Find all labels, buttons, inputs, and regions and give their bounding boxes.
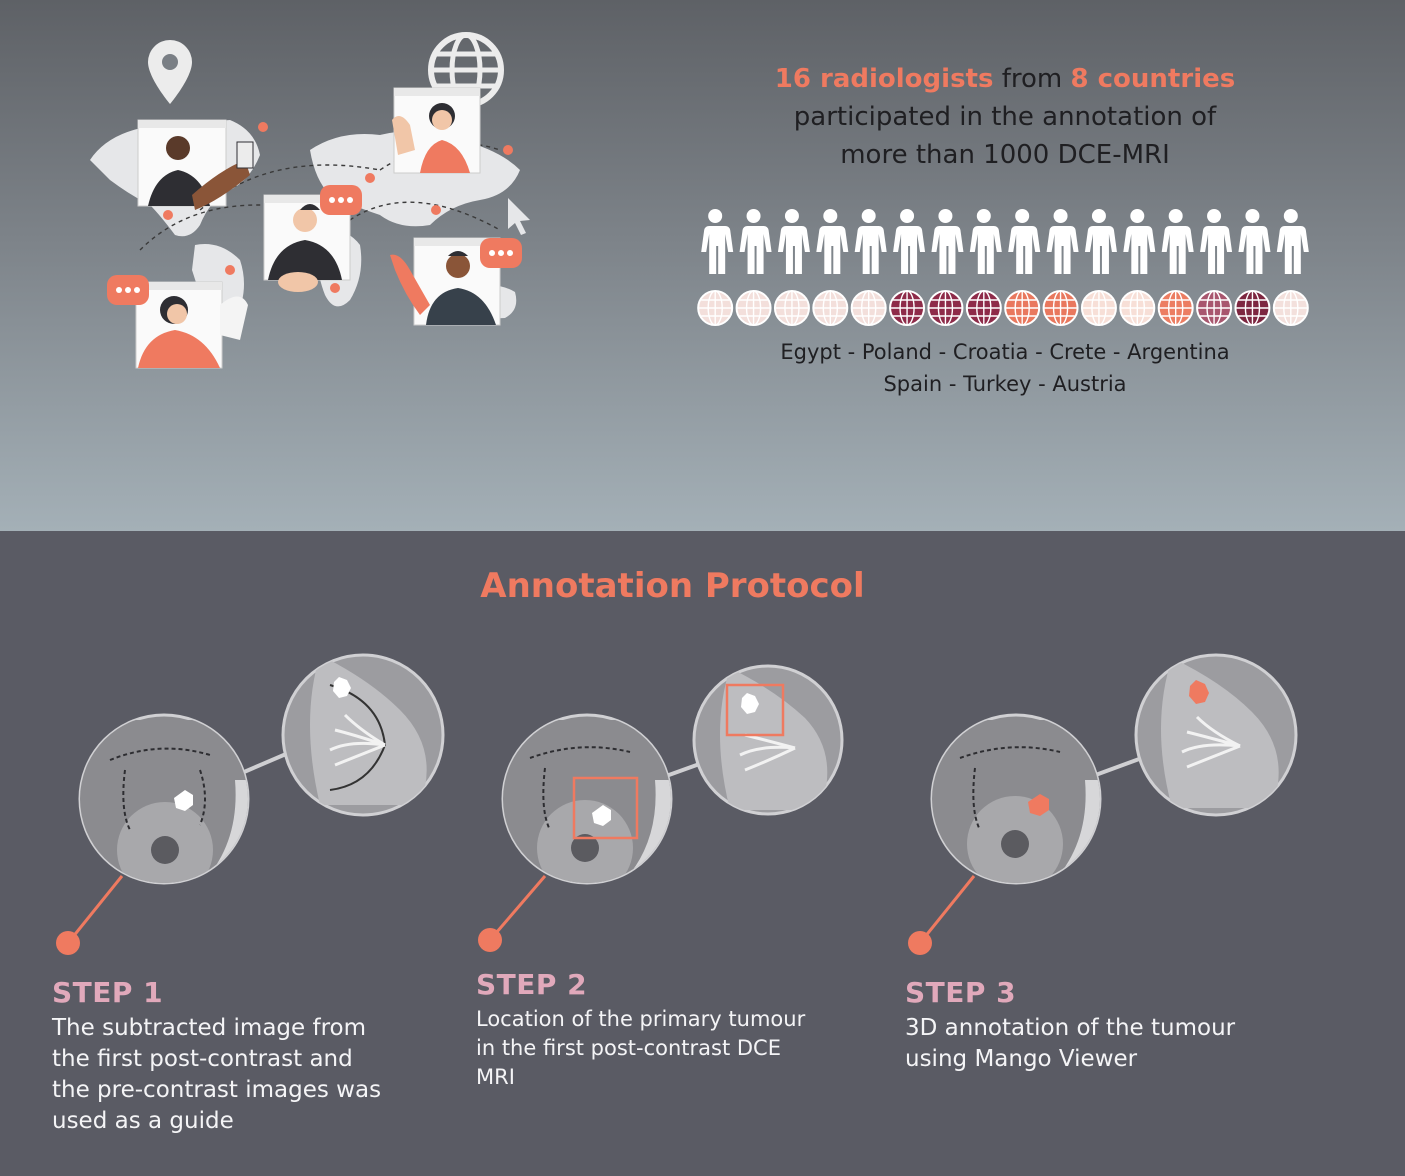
person-icon	[893, 209, 926, 274]
globe-icon	[1272, 290, 1309, 326]
person-icon	[1084, 209, 1117, 274]
step-2-illustration	[478, 664, 844, 952]
person-icon	[739, 209, 772, 274]
globe-icon	[1080, 290, 1117, 326]
headline-line-1: 16 radiologists from 8 countries	[700, 60, 1310, 98]
globe-icon	[927, 290, 964, 326]
world-map-illustration	[90, 32, 530, 369]
person-icon	[777, 209, 810, 274]
step-1-illustration	[56, 653, 445, 955]
step-1-line: the first post-contrast and	[52, 1046, 353, 1072]
step-3-illustration	[908, 653, 1298, 955]
step-2-line: in the first post-contrast DCE	[476, 1036, 781, 1060]
country-count: 8 countries	[1070, 64, 1236, 94]
globe-icon	[1157, 290, 1194, 326]
person-icon	[816, 209, 849, 274]
step-2-description: Location of the primary tumour in the fi…	[476, 1005, 886, 1092]
globe-icon	[850, 290, 887, 326]
person-icon	[1046, 209, 1079, 274]
step-3-title: STEP 3	[905, 976, 1017, 1009]
globe-icon	[697, 290, 734, 326]
step-1-line: the pre-contrast images was	[52, 1077, 382, 1103]
headline-line-2: participated in the annotation of	[793, 102, 1217, 132]
globe-icon	[1119, 290, 1156, 326]
globe-icon	[735, 290, 772, 326]
globe-icon	[773, 290, 810, 326]
step-1-line: The subtracted image from	[52, 1015, 367, 1041]
protocol-section	[0, 531, 1405, 1176]
country-list: Egypt - Poland - Croatia - Crete - Argen…	[700, 336, 1310, 400]
person-icon	[931, 209, 964, 274]
globe-icon	[1004, 290, 1041, 326]
person-icon	[854, 209, 887, 274]
country-globe-icons	[697, 290, 1309, 326]
globe-icon	[1042, 290, 1079, 326]
step-2-line: MRI	[476, 1065, 515, 1089]
country-list-line-2: Spain - Turkey - Austria	[883, 372, 1127, 396]
map-pin-icon	[148, 40, 192, 104]
step-1-description: The subtracted image from the first post…	[52, 1013, 452, 1137]
participants-section: 16 radiologists from 8 countries partici…	[0, 0, 1405, 531]
person-icon	[1276, 209, 1309, 274]
radiologist-count: 16 radiologists	[774, 64, 994, 94]
step-1-line: used as a guide	[52, 1108, 234, 1134]
step-2-title: STEP 2	[476, 968, 588, 1001]
step-3-description: 3D annotation of the tumour using Mango …	[905, 1013, 1325, 1075]
person-icon	[1008, 209, 1041, 274]
person-icon	[1238, 209, 1271, 274]
headline-line-3: more than 1000 DCE-MRI	[840, 140, 1170, 170]
globe-icon	[1234, 290, 1271, 326]
country-list-line-1: Egypt - Poland - Croatia - Crete - Argen…	[780, 340, 1230, 364]
radiologist-icons	[701, 209, 1309, 274]
protocol-title: Annotation Protocol	[480, 566, 865, 606]
step-1-title: STEP 1	[52, 976, 164, 1009]
step-3-line: using Mango Viewer	[905, 1046, 1138, 1072]
step-illustrations	[56, 653, 1298, 955]
person-icon	[969, 209, 1002, 274]
globe-icon	[812, 290, 849, 326]
step-3-line: 3D annotation of the tumour	[905, 1015, 1236, 1041]
globe-icon	[1196, 290, 1233, 326]
person-icon	[701, 209, 734, 274]
globe-icon	[889, 290, 926, 326]
person-icon	[1161, 209, 1194, 274]
participation-headline: 16 radiologists from 8 countries partici…	[700, 60, 1310, 174]
headline-connector: from	[993, 64, 1071, 94]
person-icon	[1200, 209, 1233, 274]
globe-icon	[965, 290, 1002, 326]
person-icon	[1123, 209, 1156, 274]
step-2-line: Location of the primary tumour	[476, 1007, 806, 1031]
